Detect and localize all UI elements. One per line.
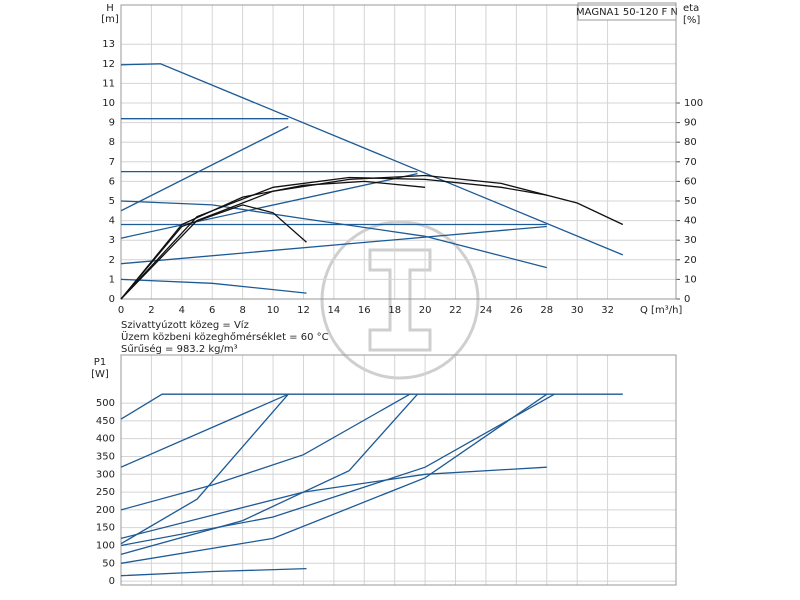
note: Szivattyúzott közeg = Víz (121, 319, 249, 331)
curve (120, 278, 307, 294)
x-tick-label: 26 (510, 305, 523, 316)
y-tick-label: 12 (102, 59, 115, 70)
x-tick-label: 18 (388, 305, 401, 316)
x-tick-label: 22 (449, 305, 462, 316)
y-tick-label: 450 (96, 416, 115, 427)
y2-label-unit: [%] (683, 15, 700, 26)
x-tick-label: 0 (118, 305, 124, 316)
y-tick-label: 10 (102, 98, 115, 109)
curve (120, 466, 547, 540)
x-tick-label: 20 (419, 305, 432, 316)
x-tick-label: 4 (179, 305, 185, 316)
y-tick-label: 250 (96, 487, 115, 498)
y2-tick-label: 20 (684, 255, 697, 266)
y2-tick-label: 60 (684, 176, 697, 187)
y2-tick-label: 100 (684, 98, 703, 109)
y2-tick-label: 40 (684, 216, 697, 227)
curve (120, 225, 547, 265)
y-tick-label: 8 (109, 137, 115, 148)
curve (120, 393, 289, 545)
y2-tick-label: 50 (684, 196, 697, 207)
curve (120, 180, 426, 300)
curve (120, 393, 411, 511)
curve (120, 174, 624, 300)
y-label-unit: [W] (91, 369, 109, 380)
x-tick-label: 8 (239, 305, 245, 316)
curve (120, 125, 289, 212)
curve (120, 176, 547, 300)
y-tick-label: 5 (109, 196, 115, 207)
x-tick-label: 32 (601, 305, 614, 316)
y-tick-label: 400 (96, 434, 115, 445)
curve (120, 567, 307, 577)
y2-tick-label: 80 (684, 137, 697, 148)
y-label: P1 (94, 357, 106, 368)
note: Sűrűség = 983.2 kg/m³ (121, 343, 238, 355)
y-tick-label: 6 (109, 176, 115, 187)
y-tick-label: 0 (109, 294, 115, 305)
y2-tick-label: 0 (684, 294, 690, 305)
y-tick-label: 3 (109, 235, 115, 246)
y-tick-label: 200 (96, 505, 115, 516)
curve (120, 200, 547, 269)
curve (120, 393, 418, 556)
x-tick-label: 30 (571, 305, 584, 316)
y2-label: eta (683, 3, 699, 14)
x-tick-label: 16 (358, 305, 371, 316)
x-tick-label: 6 (209, 305, 215, 316)
y-tick-label: 4 (109, 216, 115, 227)
y2-tick-label: 30 (684, 235, 697, 246)
y-tick-label: 13 (102, 39, 115, 50)
y-tick-label: 11 (102, 78, 115, 89)
x-tick-label: 24 (480, 305, 493, 316)
curve (120, 204, 307, 300)
watermark (320, 220, 480, 380)
x-tick-label: 10 (267, 305, 280, 316)
curve (120, 393, 289, 468)
y-tick-label: 0 (109, 576, 115, 587)
y-tick-label: 350 (96, 451, 115, 462)
chart-title: MAGNA1 50-120 F N (576, 7, 678, 18)
plot-frame (120, 4, 677, 300)
y-tick-label: 9 (109, 118, 115, 129)
y-tick-label: 100 (96, 540, 115, 551)
y-tick-label: 150 (96, 523, 115, 534)
y-label: H (106, 3, 114, 14)
curve (120, 393, 555, 547)
y2-tick-label: 90 (684, 118, 697, 129)
x-label: Q [m³/h] (640, 305, 682, 316)
x-tick-label: 2 (148, 305, 154, 316)
y-tick-label: 7 (109, 157, 115, 168)
curve (120, 393, 548, 564)
y-tick-label: 500 (96, 398, 115, 409)
y-tick-label: 300 (96, 469, 115, 480)
y-tick-label: 1 (109, 274, 115, 285)
x-tick-label: 14 (328, 305, 341, 316)
note: Üzem közbeni közeghőmérséklet = 60 °C (121, 330, 329, 343)
curve (120, 63, 624, 256)
curve (120, 393, 623, 420)
y2-tick-label: 70 (684, 157, 697, 168)
plot-frame (120, 354, 677, 586)
x-tick-label: 28 (540, 305, 553, 316)
x-tick-label: 12 (297, 305, 310, 316)
y-tick-label: 50 (102, 558, 115, 569)
y-tick-label: 2 (109, 255, 115, 266)
y-label-unit: [m] (101, 14, 119, 25)
curve (120, 172, 418, 239)
y2-tick-label: 10 (684, 274, 697, 285)
